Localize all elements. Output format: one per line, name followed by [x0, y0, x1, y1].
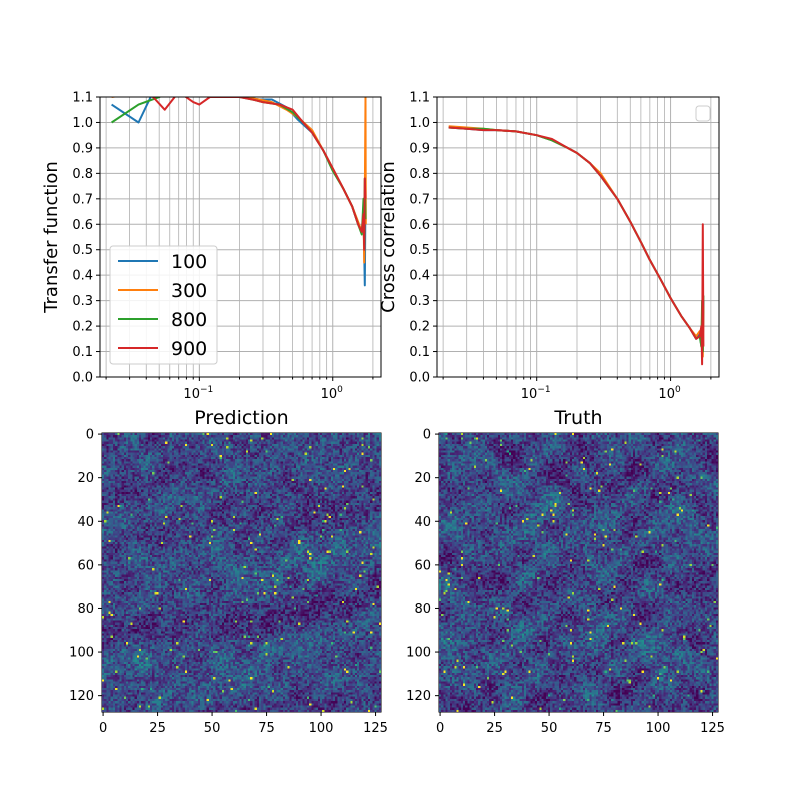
y-tick-label: 0.9	[72, 141, 93, 156]
y-tick-label: 0.7	[72, 192, 93, 207]
y-tick-label: 1.0	[409, 116, 430, 131]
x-tick-exponent: −1	[537, 385, 550, 395]
y-tick-label: 40	[414, 515, 431, 530]
y-tick-label: 0.4	[72, 269, 93, 284]
y-axis-label: Cross correlation	[378, 161, 399, 313]
x-tick-label: 125	[363, 721, 388, 736]
line-panel-0: 0.00.10.20.30.40.50.60.70.80.91.01.110−1…	[41, 91, 382, 402]
y-tick-label: 40	[77, 515, 94, 530]
y-tick-label: 80	[414, 602, 431, 617]
line-panel-1: 0.00.10.20.30.40.50.60.70.80.91.01.110−1…	[378, 91, 720, 402]
y-tick-label: 0.8	[409, 167, 430, 182]
x-tick-label: 50	[541, 721, 558, 736]
x-tick-label: 25	[149, 721, 166, 736]
x-tick-base: 10	[321, 387, 338, 402]
y-tick-label: 0.2	[72, 320, 93, 335]
x-tick-exponent: 0	[337, 385, 343, 395]
heatmap-title: Truth	[553, 407, 602, 429]
y-tick-label: 100	[69, 646, 94, 661]
y-tick-label: 0.1	[72, 345, 93, 360]
prediction-heatmap	[102, 433, 381, 712]
x-tick-label: 0	[99, 721, 107, 736]
series-line-1	[448, 125, 705, 358]
y-tick-label: 0.1	[409, 345, 430, 360]
y-tick-label: 0.5	[72, 243, 93, 258]
y-tick-label: 0.3	[72, 294, 93, 309]
y-tick-label: 0.5	[409, 243, 430, 258]
axes-frame	[99, 96, 382, 378]
series-group	[448, 125, 705, 366]
x-tick-label: 125	[700, 721, 725, 736]
x-tick-label: 25	[486, 721, 503, 736]
heatmap-axes-0: 0 20 40 60 80 100 120 0 25 50 75 100 125 Prediction	[69, 407, 388, 736]
axes-frame	[436, 96, 720, 378]
x-tick-label: 0	[436, 721, 444, 736]
grid	[100, 96, 381, 378]
y-tick-label: 60	[414, 558, 431, 573]
y-tick-label: 0	[86, 428, 94, 443]
x-tick-label: 10−1	[521, 385, 551, 402]
x-tick-label: 75	[595, 721, 612, 736]
x-tick-label: 100	[309, 721, 334, 736]
y-tick-label: 0.6	[72, 218, 93, 233]
x-tick-label: 75	[258, 721, 275, 736]
x-tick-exponent: −1	[200, 385, 213, 395]
y-tick-label: 20	[414, 471, 431, 486]
y-tick-label: 0.3	[409, 294, 430, 309]
y-tick-label: 0.4	[409, 269, 430, 284]
y-tick-label: 0.2	[409, 320, 430, 335]
x-tick-base: 10	[183, 387, 200, 402]
legend-label: 300	[171, 280, 207, 302]
y-tick-label: 0.0	[72, 371, 93, 386]
y-tick-label: 120	[406, 689, 431, 704]
x-tick-base: 10	[521, 387, 538, 402]
y-tick-label: 100	[406, 646, 431, 661]
heatmap-title: Prediction	[194, 407, 288, 429]
truth-heatmap	[439, 433, 718, 712]
legend-label: 100	[171, 251, 207, 273]
y-tick-label: 1.1	[72, 91, 93, 106]
legend-frame	[109, 245, 218, 365]
series-line-0	[448, 126, 705, 353]
x-tick-label: 50	[204, 721, 221, 736]
x-tick-label: 100	[321, 385, 344, 402]
legend: 100 300 800 900	[109, 245, 218, 365]
y-tick-label: 0	[423, 428, 431, 443]
legend-label: 900	[171, 338, 207, 360]
y-tick-label: 60	[77, 558, 94, 573]
y-tick-label: 1.1	[409, 91, 430, 106]
y-tick-label: 20	[77, 471, 94, 486]
series-line-3	[448, 126, 705, 366]
legend-empty	[695, 105, 711, 122]
series-line-900	[150, 97, 367, 251]
y-tick-label: 0.6	[409, 218, 430, 233]
y-tick-label: 1.0	[72, 116, 93, 131]
y-tick-label: 0.8	[72, 167, 93, 182]
y-tick-label: 80	[77, 602, 94, 617]
x-tick-exponent: 0	[675, 385, 681, 395]
series-line-2	[448, 126, 705, 353]
y-axis-label: Transfer function	[41, 161, 62, 314]
heatmap-axes-1: 0 20 40 60 80 100 120 0 25 50 75 100 125 Truth	[406, 407, 725, 736]
legend-label: 800	[171, 309, 207, 331]
grid	[437, 96, 719, 378]
y-tick-label: 0.0	[409, 371, 430, 386]
y-tick-label: 0.9	[409, 141, 430, 156]
y-tick-label: 120	[69, 689, 94, 704]
x-tick-label: 100	[646, 721, 671, 736]
x-tick-label: 10−1	[183, 385, 213, 402]
x-tick-label: 100	[658, 385, 681, 402]
series-group	[111, 97, 367, 287]
y-tick-label: 0.7	[409, 192, 430, 207]
x-tick-base: 10	[658, 387, 675, 402]
series-line-300	[111, 97, 367, 264]
series-line-800	[111, 97, 367, 246]
